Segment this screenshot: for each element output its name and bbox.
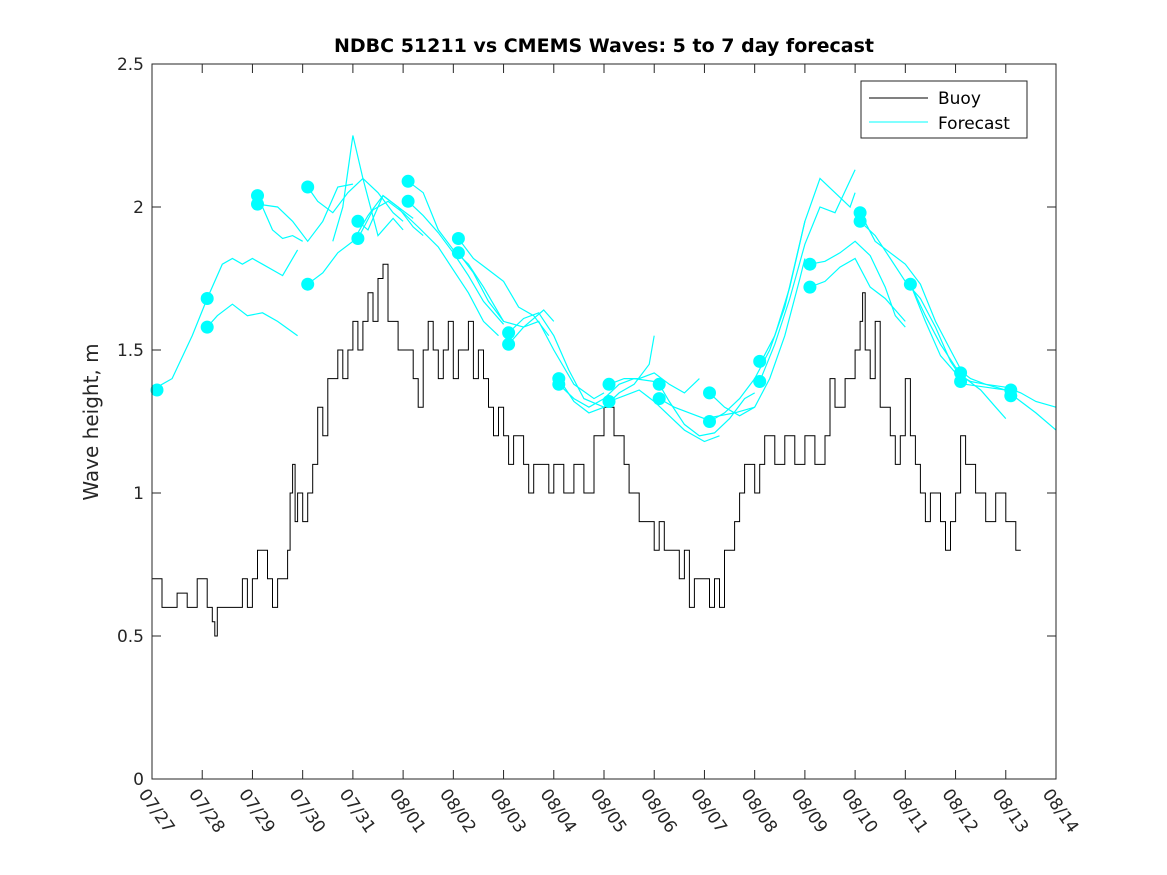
y-tick-label: 2	[133, 198, 144, 218]
y-axis-label: Wave height, m	[79, 343, 103, 500]
forecast-marker	[401, 194, 415, 208]
forecast-series-line-1	[156, 249, 299, 388]
forecast-marker	[703, 386, 716, 400]
forecast-marker	[652, 377, 666, 391]
forecast-series-line-24	[759, 177, 856, 365]
forecast-series-line-31	[909, 283, 1057, 431]
forecast-marker	[903, 277, 917, 291]
forecast-series-line-26	[809, 240, 906, 328]
y-tick-label: 2.5	[117, 55, 144, 75]
forecast-series-line-28	[859, 212, 1007, 419]
plot-area	[150, 135, 1057, 637]
legend-forecast-label: Forecast	[938, 114, 1010, 134]
forecast-series-line-19	[608, 389, 720, 443]
forecast-series-line-9	[357, 200, 499, 337]
forecast-marker	[401, 174, 415, 188]
forecast-series-line-5	[307, 177, 404, 222]
forecast-series-line-7	[332, 135, 404, 242]
forecast-marker	[451, 232, 465, 245]
forecast-series-line-13	[457, 252, 555, 328]
forecast-marker	[351, 232, 365, 245]
forecast-marker	[803, 257, 817, 271]
forecast-marker	[602, 395, 616, 408]
forecast-series-line-3	[256, 195, 303, 242]
forecast-series-line-27	[809, 257, 906, 322]
forecast-series-line-18	[608, 372, 700, 394]
buoy-series-line	[152, 263, 1021, 637]
forecast-marker	[351, 214, 365, 228]
forecast-marker	[753, 375, 767, 388]
forecast-series-line-15	[508, 320, 605, 400]
forecast-marker	[502, 337, 516, 351]
forecast-marker	[853, 214, 867, 228]
forecast-series-line-22	[709, 258, 806, 417]
legend: Buoy Forecast	[860, 80, 1028, 139]
y-tick-label: 0.5	[117, 627, 144, 647]
forecast-series-line-12	[457, 238, 550, 337]
forecast-series-line-8	[357, 194, 424, 237]
forecast-marker	[602, 377, 616, 391]
forecast-series-line-29	[859, 220, 1006, 391]
legend-buoy-label: Buoy	[938, 89, 981, 109]
forecast-marker	[502, 326, 516, 340]
forecast-marker	[451, 246, 465, 260]
forecast-marker	[251, 197, 264, 211]
forecast-series-line-2	[206, 303, 298, 337]
forecast-series-line-14	[508, 312, 605, 408]
forecast-marker	[652, 392, 666, 406]
forecast-series-line-25	[759, 169, 856, 382]
y-tick-label: 0	[133, 770, 144, 790]
forecast-marker	[803, 280, 817, 294]
forecast-marker	[301, 277, 315, 291]
y-tick-label: 1.5	[117, 341, 144, 361]
forecast-marker	[301, 180, 315, 194]
forecast-series-line-4	[257, 183, 354, 243]
y-tick-label: 1	[133, 484, 144, 504]
forecast-marker	[703, 415, 716, 428]
forecast-marker	[200, 292, 214, 305]
forecast-series-line-30	[909, 283, 1057, 408]
forecast-marker	[954, 375, 968, 388]
forecast-marker	[150, 383, 164, 397]
forecast-marker	[1004, 389, 1018, 403]
forecast-marker	[200, 320, 214, 334]
forecast-marker	[753, 354, 767, 368]
legend-box	[860, 80, 1028, 139]
chart-title: NDBC 51211 vs CMEMS Waves: 5 to 7 day fo…	[334, 35, 874, 57]
forecast-marker	[552, 377, 566, 391]
